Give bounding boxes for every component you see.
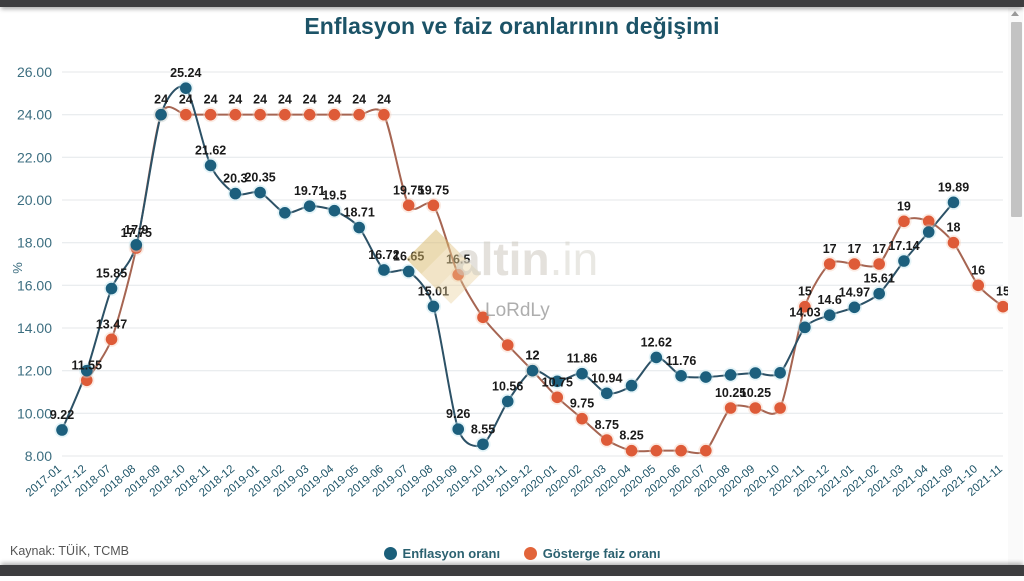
svg-text:8.55: 8.55	[471, 422, 495, 436]
svg-text:9.75: 9.75	[570, 397, 594, 411]
svg-text:15.61: 15.61	[864, 272, 895, 286]
svg-text:12.00: 12.00	[17, 363, 52, 379]
svg-text:22.00: 22.00	[17, 149, 52, 165]
svg-text:8.25: 8.25	[619, 429, 643, 443]
svg-text:10.75: 10.75	[542, 375, 573, 389]
svg-text:17.14: 17.14	[888, 239, 919, 253]
svg-text:15: 15	[798, 285, 812, 299]
svg-text:24: 24	[352, 93, 366, 107]
svg-text:10.25: 10.25	[740, 386, 771, 400]
svg-text:14.97: 14.97	[839, 285, 870, 299]
svg-text:13.47: 13.47	[96, 317, 127, 331]
svg-text:15.85: 15.85	[96, 267, 127, 281]
svg-text:17: 17	[872, 242, 886, 256]
svg-text:14.03: 14.03	[789, 305, 820, 319]
svg-text:19: 19	[897, 199, 911, 213]
svg-text:19.75: 19.75	[418, 183, 449, 197]
svg-text:10.00: 10.00	[17, 405, 52, 421]
svg-text:25.24: 25.24	[170, 66, 201, 80]
svg-text:18: 18	[947, 221, 961, 235]
svg-text:9.26: 9.26	[446, 407, 470, 421]
svg-text:19.71: 19.71	[294, 184, 325, 198]
svg-text:11.86: 11.86	[567, 352, 598, 366]
svg-text:24: 24	[253, 93, 267, 107]
svg-text:8.75: 8.75	[595, 418, 619, 432]
svg-text:19.5: 19.5	[322, 189, 346, 203]
svg-text:24: 24	[327, 93, 341, 107]
svg-text:12.62: 12.62	[641, 335, 672, 349]
svg-text:24: 24	[154, 93, 168, 107]
svg-text:17: 17	[847, 242, 861, 256]
svg-text:17.9: 17.9	[124, 223, 148, 237]
svg-text:11.76: 11.76	[666, 354, 697, 368]
svg-text:10.94: 10.94	[591, 371, 622, 385]
svg-text:16.00: 16.00	[17, 277, 52, 293]
svg-text:18.00: 18.00	[17, 235, 52, 251]
svg-text:24: 24	[377, 93, 391, 107]
svg-text:24: 24	[303, 93, 317, 107]
svg-text:24.00: 24.00	[17, 107, 52, 123]
svg-text:%: %	[10, 262, 25, 274]
svg-text:24: 24	[228, 93, 242, 107]
svg-text:24: 24	[179, 93, 193, 107]
svg-text:12: 12	[526, 349, 540, 363]
svg-text:24: 24	[278, 93, 292, 107]
svg-text:20.35: 20.35	[244, 171, 275, 185]
svg-text:9.22: 9.22	[50, 408, 74, 422]
svg-text:26.00: 26.00	[17, 64, 52, 80]
svg-text:17: 17	[823, 242, 837, 256]
svg-text:21.62: 21.62	[195, 143, 226, 157]
svg-text:10.56: 10.56	[492, 379, 523, 393]
svg-text:16: 16	[971, 263, 985, 277]
svg-text:20.00: 20.00	[17, 192, 52, 208]
svg-text:14.00: 14.00	[17, 320, 52, 336]
svg-text:8.00: 8.00	[25, 448, 52, 464]
svg-text:18.71: 18.71	[344, 206, 375, 220]
svg-text:19.89: 19.89	[938, 180, 969, 194]
svg-text:24: 24	[204, 93, 218, 107]
svg-text:11.55: 11.55	[72, 358, 103, 372]
